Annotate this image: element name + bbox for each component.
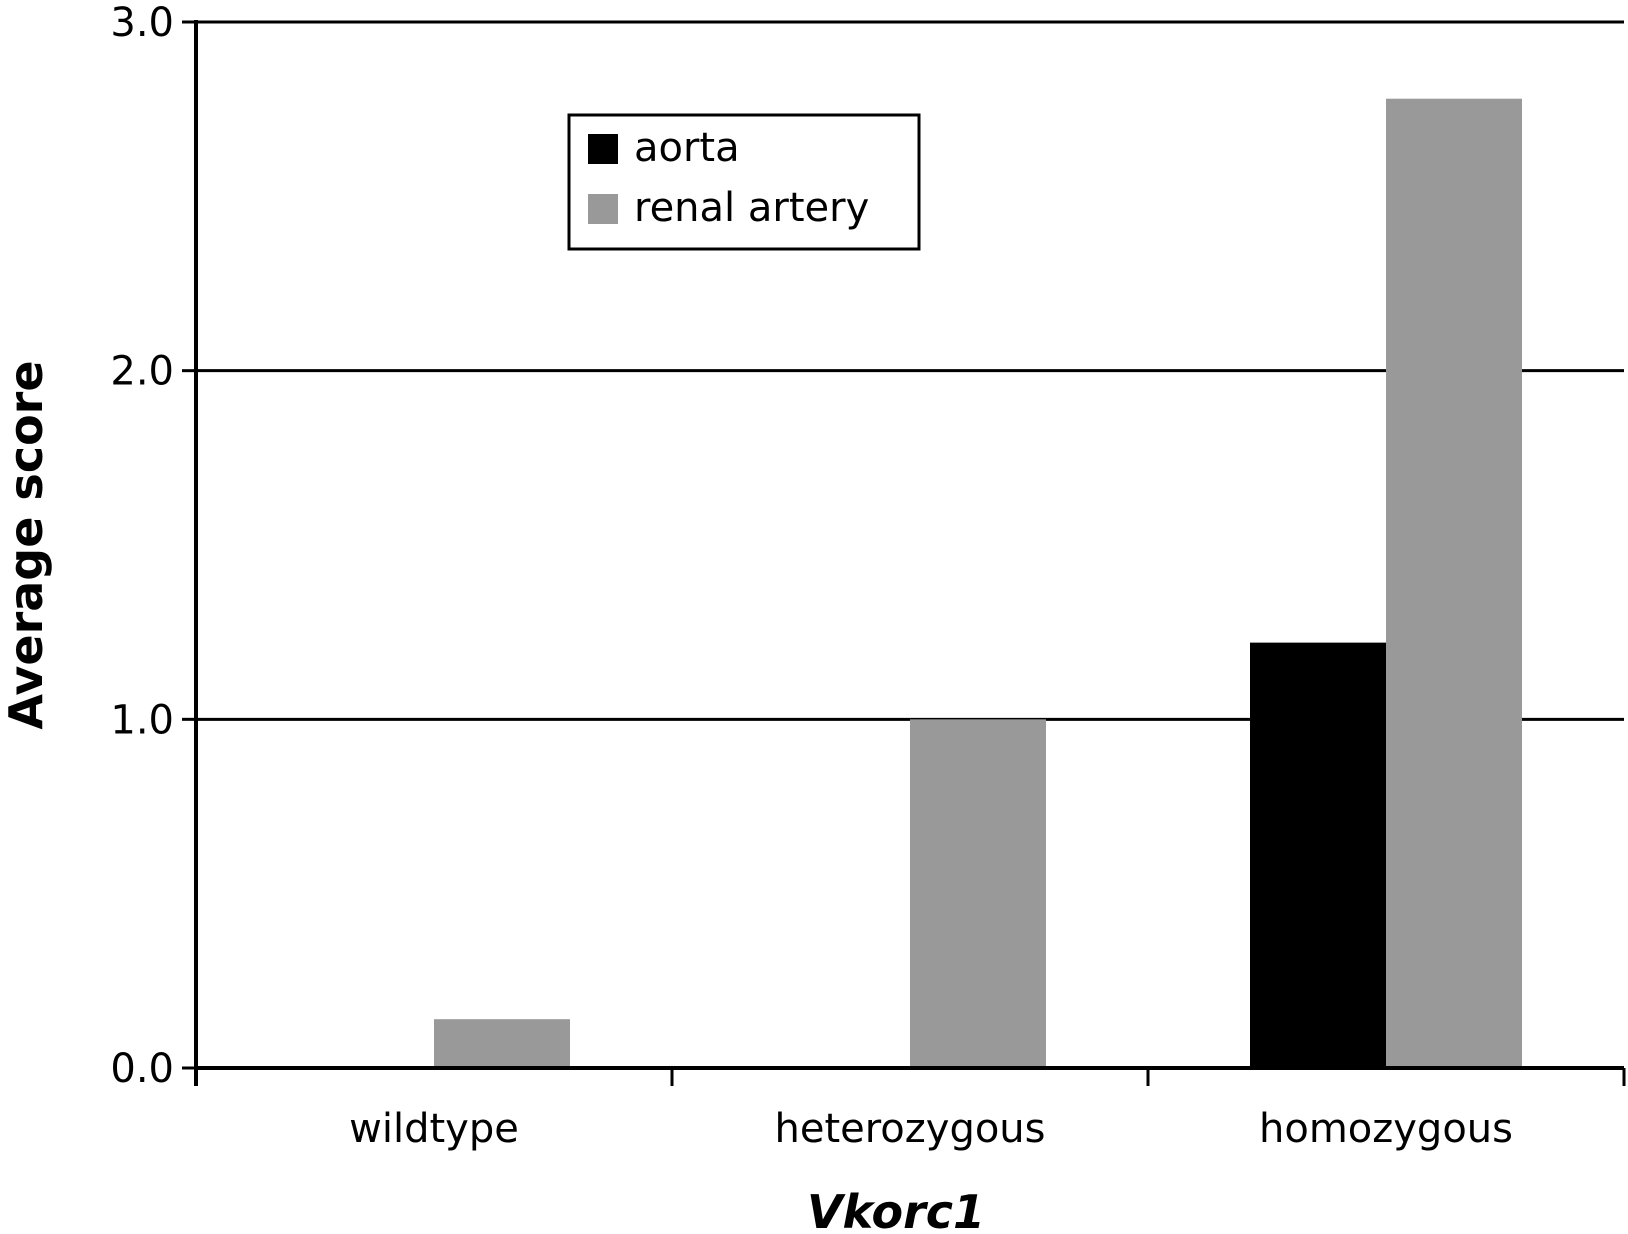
y-tick-label: 1.0 bbox=[110, 697, 174, 743]
y-tick-label: 0.0 bbox=[110, 1046, 174, 1092]
legend-box bbox=[567, 113, 921, 251]
x-tick-label: homozygous bbox=[1259, 1106, 1513, 1152]
x-tick-label: wildtype bbox=[349, 1106, 519, 1152]
legend-label-renal-artery: renal artery bbox=[634, 185, 869, 231]
x-axis-title: Vkorc1 bbox=[807, 1185, 985, 1234]
bar-aorta-homozygous bbox=[1250, 642, 1386, 1068]
legend: aorta renal artery bbox=[567, 113, 921, 251]
legend-label-aorta: aorta bbox=[634, 125, 740, 171]
x-tick-labels: wildtype heterozygous homozygous bbox=[349, 1106, 1513, 1152]
y-tick-label: 2.0 bbox=[110, 349, 174, 395]
axes bbox=[194, 20, 1626, 1086]
x-tick-label: heterozygous bbox=[774, 1106, 1045, 1152]
y-tick-label: 3.0 bbox=[110, 0, 174, 46]
y-tick-labels: 0.0 1.0 2.0 3.0 bbox=[110, 0, 196, 1092]
bar-renal-artery-heterozygous bbox=[910, 719, 1046, 1068]
bar-renal-artery-wildtype bbox=[434, 1019, 570, 1068]
legend-swatch-aorta bbox=[588, 134, 618, 164]
bars bbox=[434, 98, 1522, 1068]
bar-renal-artery-homozygous bbox=[1386, 98, 1522, 1068]
legend-swatch-renal-artery bbox=[588, 194, 618, 224]
y-axis-title: Average score bbox=[0, 360, 53, 729]
